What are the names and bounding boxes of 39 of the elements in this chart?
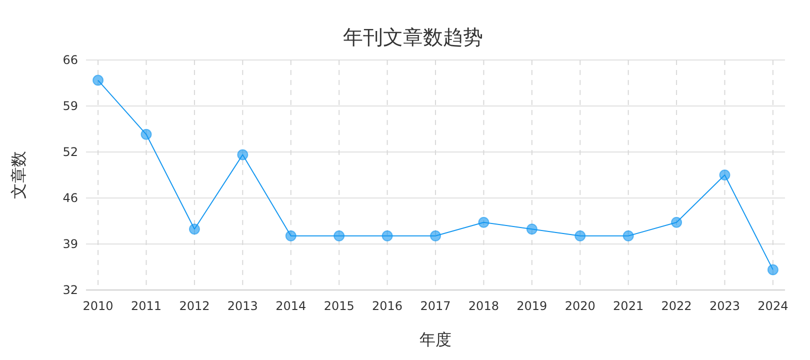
point bbox=[574, 230, 586, 242]
y-axis-title: 文章数 bbox=[9, 151, 28, 199]
x-tick-label: 2018 bbox=[468, 299, 499, 313]
y-tick-label: 46 bbox=[62, 191, 78, 205]
point bbox=[430, 230, 441, 242]
point bbox=[526, 224, 538, 235]
point bbox=[671, 216, 682, 228]
x-tick-label: 2021 bbox=[613, 299, 644, 313]
x-tick-label: 2023 bbox=[709, 299, 740, 313]
x-axis-title: 年度 bbox=[420, 330, 452, 349]
y-tick-label: 39 bbox=[62, 237, 78, 251]
point bbox=[237, 149, 248, 160]
point bbox=[334, 230, 345, 242]
x-tick-label: 2010 bbox=[82, 299, 114, 313]
point bbox=[767, 264, 778, 276]
x-tick-label: 2016 bbox=[372, 299, 403, 313]
y-tick-label: 66 bbox=[62, 53, 78, 67]
point bbox=[719, 170, 730, 180]
x-tick-label: 2015 bbox=[324, 299, 354, 313]
point bbox=[140, 128, 152, 140]
x-tick-label: 2024 bbox=[758, 299, 788, 313]
x-tick-label: 2013 bbox=[227, 299, 258, 313]
x-tick-label: 2020 bbox=[564, 299, 596, 313]
point bbox=[188, 224, 200, 235]
y-tick-label: 59 bbox=[62, 99, 78, 113]
point bbox=[478, 216, 490, 228]
x-tick-label: 2017 bbox=[420, 299, 451, 313]
point bbox=[285, 230, 296, 242]
x-tick-label: 2022 bbox=[661, 299, 692, 313]
point bbox=[622, 230, 634, 242]
point bbox=[382, 230, 393, 242]
y-tick-label: 52 bbox=[62, 145, 78, 159]
y-tick-label: 32 bbox=[62, 283, 78, 297]
point bbox=[92, 74, 104, 86]
x-tick-label: 2019 bbox=[516, 299, 548, 313]
chart-title: 年刊文章数趋势 bbox=[343, 25, 483, 49]
x-tick-label: 2012 bbox=[179, 299, 210, 313]
x-tick-label: 2011 bbox=[130, 299, 162, 313]
x-tick-label: 2014 bbox=[276, 299, 306, 313]
